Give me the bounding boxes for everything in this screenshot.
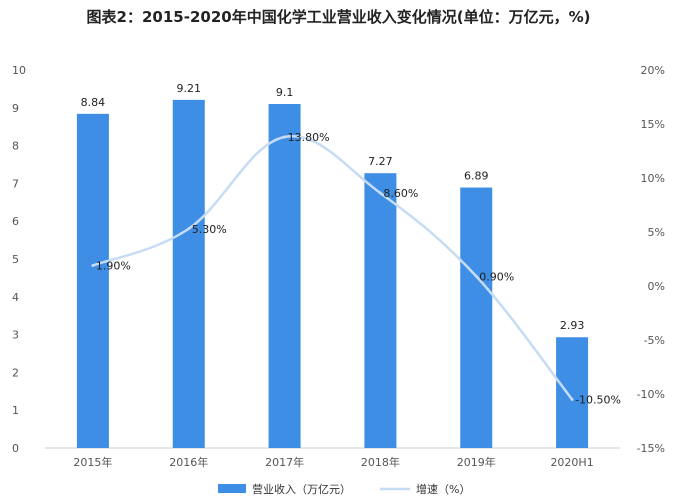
bar-data-labels: 8.84 9.21 9.1 7.27 6.89 2.93 (81, 82, 585, 332)
line-series (91, 134, 574, 401)
bar (460, 187, 493, 449)
x-tick-label: 2015年 (73, 455, 112, 469)
growth-point (378, 191, 382, 195)
growth-point (283, 135, 287, 139)
bar (172, 99, 205, 448)
bar (364, 173, 397, 448)
right-tick-label: 20% (641, 64, 665, 77)
bar-value-label: 8.84 (81, 96, 106, 109)
x-tick-label: 2018年 (361, 455, 400, 469)
legend-swatch-bar (218, 484, 246, 493)
x-tick-label: 2020H1 (550, 456, 593, 469)
x-tick-label: 2016年 (169, 455, 208, 469)
growth-value-label: 8.60% (383, 187, 418, 200)
bar-value-label: 9.21 (177, 82, 202, 95)
x-tick-label: 2019年 (457, 455, 496, 469)
left-tick-label: 4 (12, 291, 19, 304)
left-tick-label: 1 (12, 404, 19, 417)
left-tick-label: 7 (12, 177, 19, 190)
legend-label-bar: 营业收入（万亿元） (252, 482, 351, 496)
growth-line (92, 134, 574, 401)
growth-point (474, 274, 478, 278)
growth-value-label: 5.30% (192, 223, 227, 236)
right-tick-label: -15% (637, 442, 665, 455)
bar (268, 104, 301, 449)
right-tick-label: 0% (648, 280, 665, 293)
growth-point (187, 227, 191, 231)
left-tick-label: 8 (12, 140, 19, 153)
bar-value-label: 2.93 (560, 319, 585, 332)
chart-title: 图表2：2015-2020年中国化学工业营业收入变化情况(单位：万亿元，%) (86, 8, 591, 26)
left-tick-label: 0 (12, 442, 19, 455)
left-tick-label: 9 (12, 102, 19, 115)
right-tick-label: 5% (648, 226, 665, 239)
right-tick-label: 10% (641, 172, 665, 185)
legend: 营业收入（万亿元） 增速（%） (218, 482, 470, 496)
bar-value-label: 7.27 (368, 155, 393, 168)
growth-value-label: 0.90% (479, 270, 514, 283)
left-tick-label: 5 (12, 253, 19, 266)
left-tick-label: 3 (12, 329, 19, 342)
right-axis: -15% -10% -5% 0% 5% 10% 15% 20% (637, 64, 665, 455)
growth-point (570, 397, 574, 401)
x-tick-label: 2017年 (265, 455, 304, 469)
bar (76, 113, 109, 449)
bar (556, 337, 589, 448)
line-data-labels: 1.90% 5.30% 13.80% 8.60% 0.90% -10.50% (96, 131, 621, 406)
x-axis: 2015年 2016年 2017年 2018年 2019年 2020H1 (73, 455, 593, 469)
left-tick-label: 6 (12, 215, 19, 228)
bar-value-label: 6.89 (464, 170, 489, 183)
bar-series (76, 99, 589, 449)
bar-value-label: 9.1 (276, 86, 294, 99)
left-axis: 0 1 2 3 4 5 6 7 8 9 10 (12, 64, 26, 455)
left-tick-label: 2 (12, 366, 19, 379)
growth-value-label: 13.80% (288, 131, 330, 144)
right-tick-label: -10% (637, 388, 665, 401)
right-tick-label: 15% (641, 118, 665, 131)
growth-value-label: -10.50% (575, 393, 621, 406)
legend-label-line: 增速（%） (416, 482, 470, 496)
growth-value-label: 1.90% (96, 259, 131, 272)
right-tick-label: -5% (644, 334, 665, 347)
left-tick-label: 10 (12, 64, 26, 77)
growth-point (91, 263, 95, 267)
